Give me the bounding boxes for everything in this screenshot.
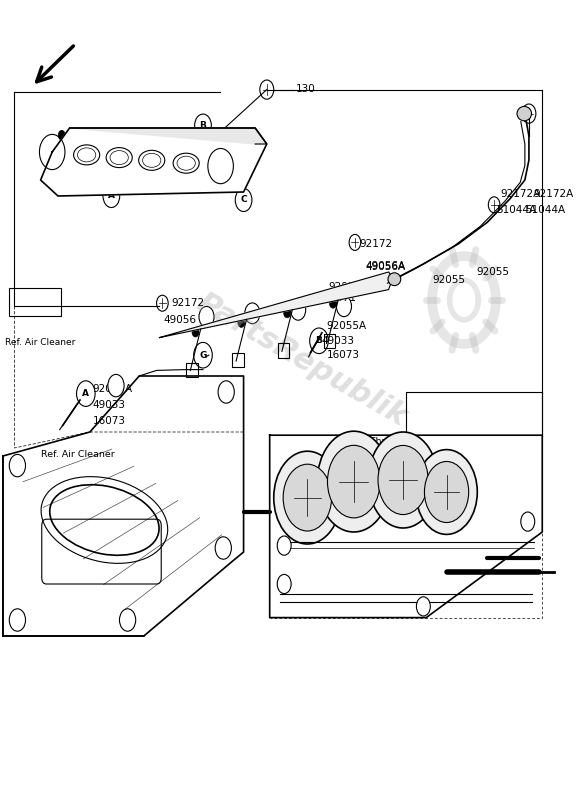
Text: 49033: 49033 — [322, 336, 355, 346]
Circle shape — [238, 318, 245, 327]
Text: 92055: 92055 — [477, 267, 510, 277]
Circle shape — [125, 616, 130, 624]
Circle shape — [329, 298, 336, 308]
Circle shape — [218, 381, 234, 403]
Circle shape — [215, 537, 231, 559]
Text: 92172: 92172 — [171, 298, 204, 308]
Circle shape — [277, 574, 291, 594]
Text: 92055: 92055 — [432, 275, 465, 285]
Text: 49056: 49056 — [164, 315, 197, 325]
Circle shape — [120, 609, 135, 631]
Circle shape — [398, 474, 408, 486]
Circle shape — [416, 450, 477, 534]
Bar — [232, 353, 244, 367]
Circle shape — [378, 446, 428, 514]
Circle shape — [421, 603, 426, 610]
Circle shape — [223, 388, 229, 396]
Text: 92055A: 92055A — [93, 384, 133, 394]
Circle shape — [173, 140, 180, 150]
Circle shape — [526, 518, 530, 525]
Bar — [278, 343, 290, 358]
Polygon shape — [270, 435, 543, 618]
Bar — [186, 362, 198, 377]
Circle shape — [303, 491, 312, 504]
Circle shape — [274, 451, 341, 544]
Text: B: B — [315, 336, 322, 346]
Text: 92055A: 92055A — [326, 322, 366, 331]
Text: 51044A: 51044A — [496, 205, 536, 214]
Circle shape — [157, 295, 168, 311]
Text: 49056A: 49056A — [366, 262, 405, 272]
Circle shape — [9, 609, 26, 631]
Polygon shape — [159, 272, 394, 338]
Circle shape — [282, 542, 287, 549]
Text: A: A — [108, 191, 115, 201]
Circle shape — [369, 432, 438, 528]
Text: 59071: 59071 — [323, 293, 356, 302]
Circle shape — [283, 464, 332, 531]
Circle shape — [231, 145, 238, 154]
Text: PartsRepublik: PartsRepublik — [191, 288, 412, 432]
Circle shape — [192, 327, 199, 337]
Bar — [9, 288, 61, 316]
Circle shape — [317, 431, 390, 532]
Text: 92055: 92055 — [329, 282, 362, 292]
Circle shape — [277, 536, 291, 555]
Circle shape — [15, 462, 20, 470]
Circle shape — [442, 486, 451, 498]
Text: 92172A: 92172A — [534, 189, 574, 198]
Circle shape — [108, 374, 124, 397]
Polygon shape — [3, 376, 244, 636]
Text: 92172A: 92172A — [500, 189, 540, 198]
Circle shape — [425, 462, 469, 522]
Circle shape — [522, 104, 536, 123]
Circle shape — [416, 597, 430, 616]
Text: 92172: 92172 — [360, 239, 392, 249]
Circle shape — [116, 135, 123, 145]
Circle shape — [113, 382, 119, 390]
Circle shape — [284, 308, 291, 318]
Text: 59478A: 59478A — [90, 160, 130, 170]
Text: 51044A: 51044A — [525, 206, 565, 215]
Circle shape — [349, 234, 361, 250]
Text: C: C — [240, 195, 247, 205]
Text: 130: 130 — [296, 84, 315, 94]
Text: Ref. Air Cleaner: Ref. Air Cleaner — [5, 338, 75, 347]
Circle shape — [328, 446, 380, 518]
Text: 49056A: 49056A — [366, 262, 405, 271]
Text: 16073: 16073 — [327, 350, 360, 360]
Text: Ref. Air Cleaner: Ref. Air Cleaner — [41, 450, 114, 459]
Circle shape — [521, 512, 535, 531]
Ellipse shape — [388, 273, 401, 286]
Ellipse shape — [517, 106, 531, 121]
Circle shape — [9, 454, 26, 477]
Text: 49033: 49033 — [93, 400, 126, 410]
Circle shape — [282, 581, 287, 587]
Circle shape — [58, 130, 65, 140]
Circle shape — [260, 80, 274, 99]
Polygon shape — [69, 128, 267, 144]
Bar — [324, 334, 335, 348]
Circle shape — [488, 197, 500, 213]
Text: A: A — [82, 389, 89, 398]
Text: 16073: 16073 — [93, 416, 126, 426]
Circle shape — [220, 544, 226, 552]
Polygon shape — [41, 128, 267, 196]
Circle shape — [349, 475, 359, 488]
Text: G: G — [199, 350, 207, 360]
Text: B: B — [200, 121, 206, 130]
Text: Ref. Throttle: Ref. Throttle — [349, 437, 407, 446]
Circle shape — [15, 616, 20, 624]
